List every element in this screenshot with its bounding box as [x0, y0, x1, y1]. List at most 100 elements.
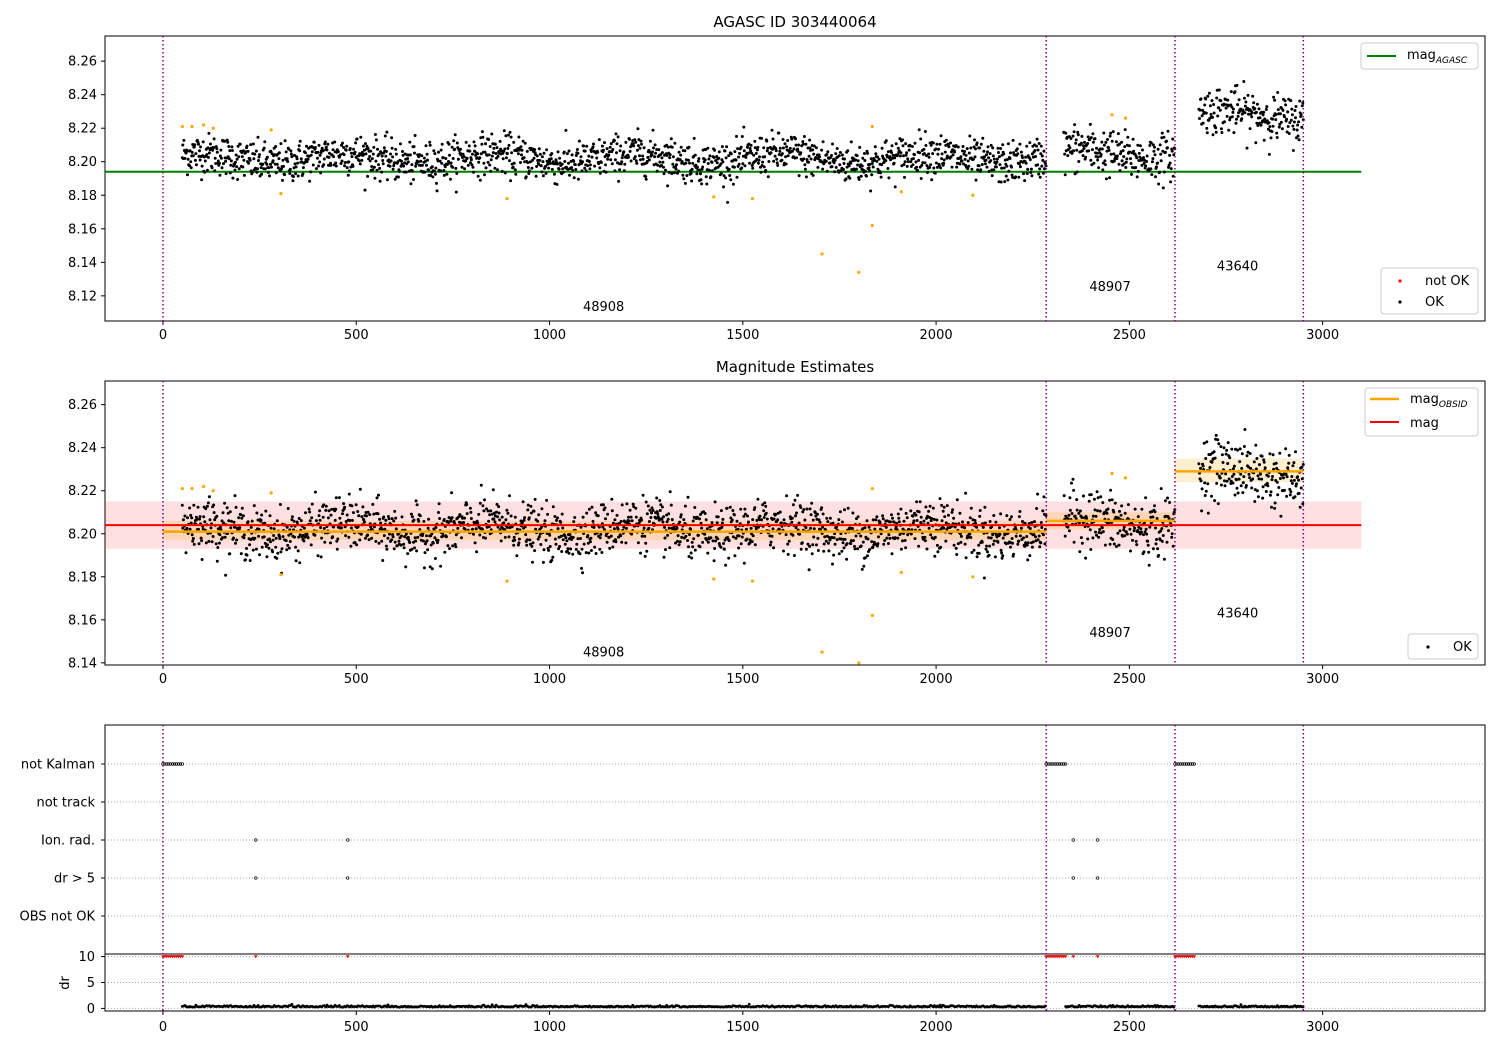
ok-point	[447, 516, 451, 519]
ok-point	[468, 149, 472, 153]
ok-point	[393, 540, 397, 544]
ok-point	[903, 160, 907, 164]
ok-point	[1249, 466, 1253, 470]
flag-point	[1179, 762, 1183, 766]
ok-point	[224, 573, 228, 577]
ok-point	[203, 170, 207, 174]
ok-point	[1115, 154, 1119, 158]
ok-point	[483, 150, 487, 154]
ok-point	[679, 153, 683, 157]
ok-point	[1200, 487, 1204, 491]
ok-point	[212, 137, 216, 141]
outlier-point	[750, 197, 755, 201]
ok-point	[678, 158, 682, 162]
ok-point	[1231, 107, 1235, 111]
ok-point	[288, 540, 292, 543]
ok-point	[1286, 466, 1290, 470]
ok-point	[1250, 111, 1254, 115]
ok-point	[205, 168, 209, 172]
ok-point	[1024, 161, 1028, 165]
ok-point	[725, 145, 729, 149]
ok-point	[507, 535, 511, 539]
ok-point	[1254, 467, 1258, 471]
ok-point	[899, 507, 903, 511]
ok-point	[302, 526, 306, 530]
ok-point	[939, 166, 943, 170]
ok-point	[1201, 108, 1205, 112]
ok-point	[763, 155, 767, 159]
ok-point	[565, 549, 569, 553]
ok-point	[940, 503, 944, 507]
ok-point	[847, 164, 851, 168]
ok-point	[762, 146, 766, 150]
ok-point	[493, 520, 497, 524]
ok-point	[818, 155, 821, 159]
ok-point	[1022, 536, 1025, 540]
ok-point	[519, 145, 523, 149]
ok-point	[321, 515, 325, 519]
ok-point	[732, 513, 736, 517]
ok-point	[317, 164, 320, 168]
ok-point	[647, 158, 651, 162]
ok-point	[1142, 550, 1146, 554]
ok-point	[899, 151, 903, 155]
ok-point	[271, 550, 275, 554]
ok-point	[979, 142, 983, 146]
ok-point	[879, 171, 882, 175]
ok-point	[418, 514, 422, 518]
ok-point	[435, 189, 439, 193]
ok-point	[1073, 123, 1077, 127]
ok-point	[362, 520, 366, 524]
flag-point	[1071, 838, 1075, 842]
ok-point	[1159, 159, 1163, 163]
ok-point	[1073, 172, 1077, 176]
ok-point	[769, 151, 773, 155]
ok-point	[638, 146, 642, 150]
ok-point	[1274, 113, 1278, 116]
ok-point	[1235, 486, 1239, 490]
ok-point	[603, 141, 606, 145]
flag-point	[163, 762, 167, 766]
ok-point	[747, 520, 750, 524]
ok-point	[527, 172, 531, 175]
ok-point	[523, 516, 527, 520]
ok-point	[975, 525, 979, 529]
ok-point	[1042, 167, 1046, 171]
ok-point	[796, 147, 800, 151]
ok-point	[712, 156, 716, 159]
ok-point	[683, 181, 687, 185]
ok-point	[630, 532, 634, 536]
ok-point	[743, 507, 747, 511]
ok-point	[1242, 445, 1246, 448]
ok-point	[933, 171, 937, 175]
ok-point	[610, 497, 614, 501]
ok-point	[604, 517, 607, 521]
ok-point	[646, 155, 650, 159]
ok-point	[1089, 136, 1093, 140]
ok-point	[496, 525, 500, 529]
ok-point	[336, 150, 340, 154]
ok-point	[1114, 545, 1118, 548]
ok-point	[875, 159, 879, 163]
ok-point	[737, 162, 741, 166]
ok-point	[1266, 474, 1270, 478]
ok-point	[1172, 510, 1176, 514]
ok-point	[705, 538, 709, 542]
ok-point	[378, 517, 382, 521]
ok-point	[422, 519, 426, 523]
ok-point	[1101, 501, 1105, 505]
outlier-point	[279, 573, 283, 577]
ok-point	[207, 495, 211, 499]
ok-point	[666, 184, 670, 188]
ok-point	[721, 517, 725, 521]
ok-point	[252, 504, 256, 508]
ok-point	[658, 509, 662, 512]
ok-point	[321, 149, 325, 153]
panel1-legend-markers: not OK OK	[1380, 267, 1479, 315]
flag-point	[1046, 762, 1050, 766]
ok-point	[799, 506, 803, 509]
ok-point	[337, 496, 341, 500]
ok-point	[513, 168, 517, 172]
ok-point	[561, 526, 565, 530]
